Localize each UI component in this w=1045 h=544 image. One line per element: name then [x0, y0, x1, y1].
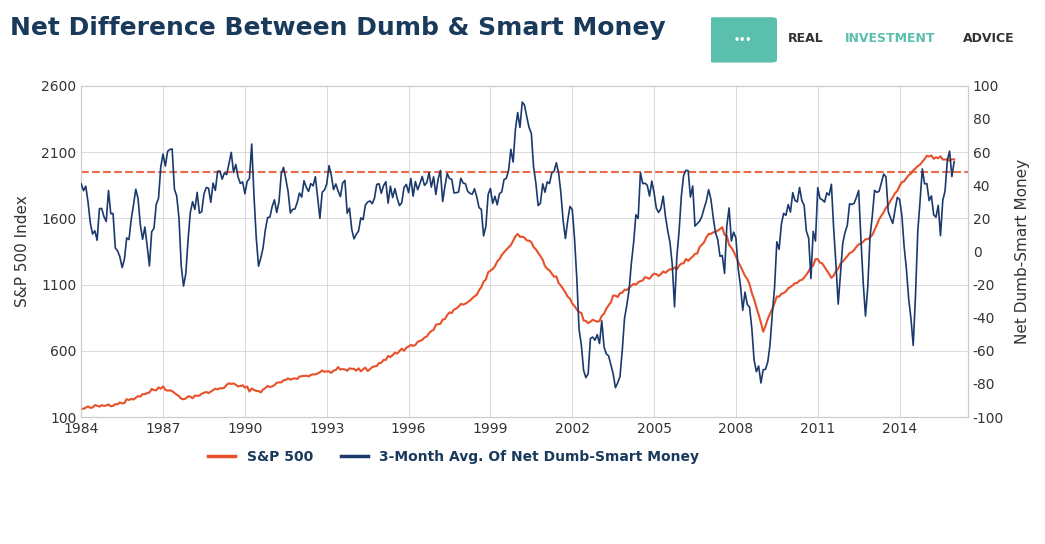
Text: ADVICE: ADVICE	[963, 32, 1015, 45]
Text: INVESTMENT: INVESTMENT	[845, 32, 935, 45]
Text: REAL: REAL	[788, 32, 825, 45]
Text: •••: •••	[734, 35, 752, 45]
Y-axis label: S&P 500 Index: S&P 500 Index	[15, 195, 30, 307]
FancyBboxPatch shape	[709, 17, 777, 63]
Legend: S&P 500, 3-Month Avg. Of Net Dumb-Smart Money: S&P 500, 3-Month Avg. Of Net Dumb-Smart …	[202, 444, 705, 469]
Text: Net Difference Between Dumb & Smart Money: Net Difference Between Dumb & Smart Mone…	[10, 16, 666, 40]
Y-axis label: Net Dumb-Smart Money: Net Dumb-Smart Money	[1015, 159, 1030, 344]
